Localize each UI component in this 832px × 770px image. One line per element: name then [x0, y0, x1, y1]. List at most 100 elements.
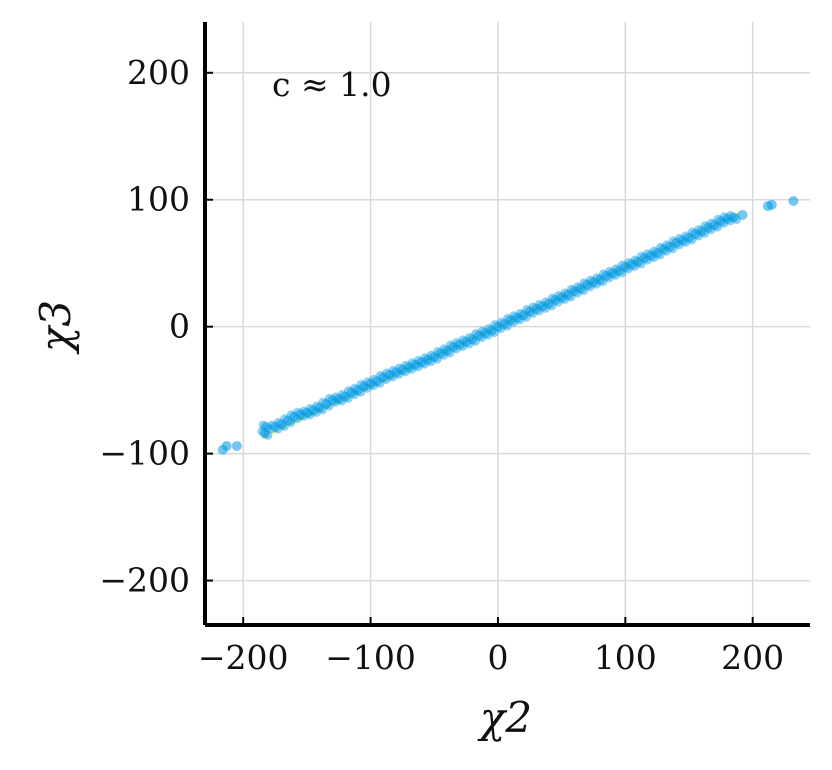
data-point: [592, 273, 602, 283]
data-point: [503, 313, 513, 323]
data-point: [382, 368, 392, 378]
data-point: [624, 257, 634, 267]
data-point: [535, 299, 545, 309]
data-point: [343, 386, 353, 396]
x-tick-label: 0: [487, 638, 508, 677]
data-point: [471, 329, 481, 339]
data-point: [713, 214, 723, 224]
data-point: [598, 269, 608, 279]
x-tick-label: 200: [721, 638, 784, 677]
data-point: [394, 363, 404, 373]
data-point: [728, 212, 739, 223]
data-point: [261, 421, 272, 432]
data-point: [324, 393, 334, 403]
data-point: [656, 242, 666, 252]
data-point: [560, 288, 570, 298]
axes: [203, 22, 810, 627]
data-point: [636, 251, 646, 261]
grid-lines: [205, 22, 810, 625]
data-point: [267, 420, 277, 430]
data-point: [766, 199, 777, 210]
data-point: [420, 353, 430, 363]
data-point: [263, 430, 273, 440]
data-point: [706, 218, 716, 228]
data-point: [700, 221, 710, 231]
data-point: [579, 278, 589, 288]
data-point: [509, 311, 519, 321]
data-point: [258, 420, 268, 430]
data-point: [541, 297, 551, 307]
data-point: [464, 332, 474, 342]
data-point: [401, 360, 411, 370]
tick-labels: −200 −100 0 100 200 −200 −100 0 100 200: [99, 53, 784, 677]
y-tick-label: −200: [99, 561, 190, 600]
data-point: [668, 236, 678, 246]
data-point: [375, 370, 385, 380]
data-point: [605, 266, 615, 276]
data-point: [737, 209, 748, 220]
data-point: [585, 275, 595, 285]
data-point: [414, 355, 424, 365]
data-point: [318, 397, 328, 407]
data-point: [273, 417, 283, 427]
x-axis-title: χ2: [477, 693, 532, 742]
data-point: [221, 441, 232, 452]
data-point: [445, 340, 455, 350]
data-point: [611, 264, 621, 274]
data-point: [356, 379, 366, 389]
data-point: [496, 317, 506, 327]
data-point: [681, 231, 691, 241]
x-tick-label: 100: [594, 638, 657, 677]
data-point: [331, 392, 341, 402]
data-point: [299, 406, 309, 416]
data-point: [305, 403, 315, 413]
data-point: [617, 260, 627, 270]
data-point: [452, 337, 462, 347]
data-point: [643, 249, 653, 259]
data-point: [566, 284, 576, 294]
data-point: [280, 414, 290, 424]
y-axis-title: χ3: [31, 300, 80, 355]
x-tick-label: −200: [198, 638, 289, 677]
data-point: [350, 383, 360, 393]
data-point: [426, 350, 436, 360]
x-tick-label: −100: [325, 638, 416, 677]
data-point: [337, 389, 347, 399]
data-point: [719, 212, 729, 222]
data-point: [675, 233, 685, 243]
scatter-points: [217, 195, 799, 455]
data-point: [439, 344, 449, 354]
data-point: [547, 293, 557, 303]
data-point: [293, 407, 303, 417]
data-point: [490, 320, 500, 330]
data-point: [687, 227, 697, 237]
data-point: [528, 302, 538, 312]
data-point: [522, 304, 532, 314]
fit-annotation: c ≈ 1.0: [272, 65, 392, 104]
data-point: [407, 358, 417, 368]
data-point: [630, 255, 640, 265]
data-point: [573, 282, 583, 292]
y-tick-label: 100: [127, 180, 190, 219]
data-point: [286, 410, 296, 420]
data-point: [554, 290, 564, 300]
data-point: [726, 210, 736, 220]
data-point: [694, 224, 704, 234]
data-point: [515, 308, 525, 318]
y-tick-label: 0: [169, 307, 190, 346]
data-point: [477, 326, 487, 336]
data-point: [433, 346, 443, 356]
data-point: [363, 377, 373, 387]
data-point: [231, 441, 242, 452]
data-point: [388, 365, 398, 375]
data-point: [484, 323, 494, 333]
data-point: [649, 246, 659, 256]
data-point: [662, 240, 672, 250]
y-tick-label: −100: [99, 434, 190, 473]
data-point: [369, 374, 379, 384]
data-point: [458, 335, 468, 345]
data-point: [788, 195, 799, 206]
data-point: [312, 401, 322, 411]
y-tick-label: 200: [127, 53, 190, 92]
